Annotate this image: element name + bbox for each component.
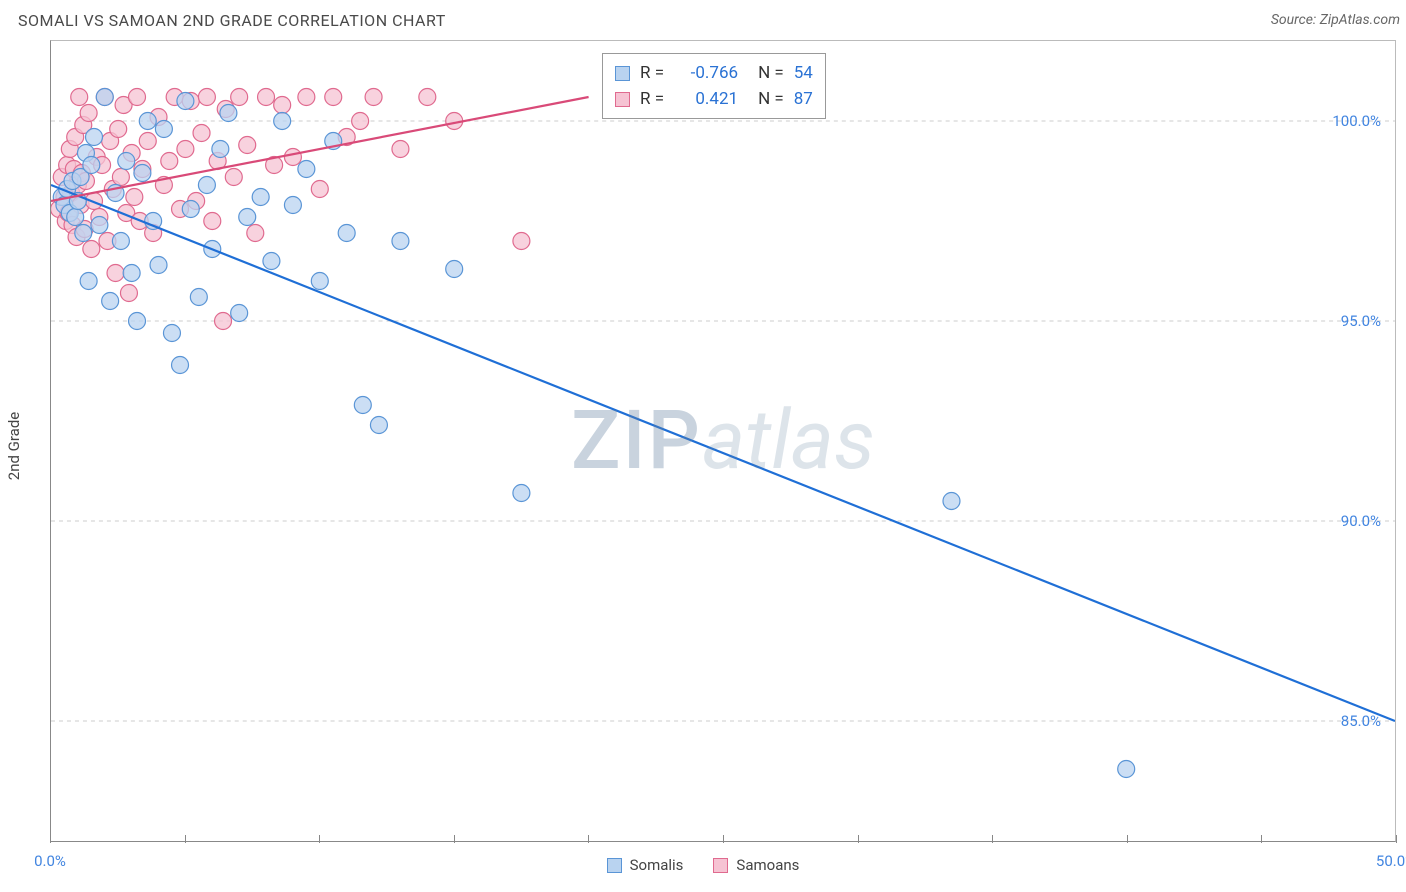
title-bar: SOMALI VS SAMOAN 2ND GRADE CORRELATION C… <box>0 0 1406 40</box>
y-tick-label: 100.0% <box>1332 112 1381 130</box>
x-tick <box>1127 835 1128 843</box>
legend-label: Samoans <box>736 856 799 874</box>
stats-legend-box: R = -0.766 N = 54 R = 0.421 N = 87 <box>602 53 826 119</box>
source-label: Source: ZipAtlas.com <box>1271 12 1400 28</box>
x-tick <box>319 835 320 843</box>
chart-svg <box>51 41 1395 841</box>
stats-r-label: R = <box>640 89 664 109</box>
y-axis-label: 2nd Grade <box>5 412 23 480</box>
chart-container: SOMALI VS SAMOAN 2ND GRADE CORRELATION C… <box>0 0 1406 892</box>
x-tick <box>588 835 589 843</box>
stats-swatch <box>615 66 630 81</box>
legend-item: Somalis <box>607 856 684 874</box>
legend-swatch <box>607 858 622 873</box>
stats-n-value: 54 <box>794 63 813 83</box>
legend-swatch <box>713 858 728 873</box>
stats-r-value: 0.421 <box>674 89 738 109</box>
y-tick-label: 90.0% <box>1341 512 1381 530</box>
stats-r-value: -0.766 <box>674 63 738 83</box>
x-tick <box>185 835 186 843</box>
chart-title: SOMALI VS SAMOAN 2ND GRADE CORRELATION C… <box>18 11 446 30</box>
stats-swatch <box>615 92 630 107</box>
x-tick <box>1261 835 1262 843</box>
y-tick-label: 95.0% <box>1341 312 1381 330</box>
x-tick <box>858 835 859 843</box>
x-tick <box>50 835 51 843</box>
stats-row: R = -0.766 N = 54 <box>615 60 813 86</box>
stats-n-value: 87 <box>794 89 813 109</box>
legend-item: Samoans <box>713 856 799 874</box>
stats-row: R = 0.421 N = 87 <box>615 86 813 112</box>
legend-label: Somalis <box>630 856 684 874</box>
stats-r-label: R = <box>640 63 664 83</box>
x-tick <box>454 835 455 843</box>
stats-n-label: N = <box>758 89 784 109</box>
x-tick <box>1396 835 1397 843</box>
stats-n-label: N = <box>758 63 784 83</box>
plot-area: ZIPatlas 85.0%90.0%95.0%100.0% R =-0.766… <box>50 40 1396 842</box>
x-tick <box>723 835 724 843</box>
x-tick <box>992 835 993 843</box>
bottom-legend: Somalis Samoans <box>0 856 1406 874</box>
y-tick-label: 85.0% <box>1341 712 1381 730</box>
